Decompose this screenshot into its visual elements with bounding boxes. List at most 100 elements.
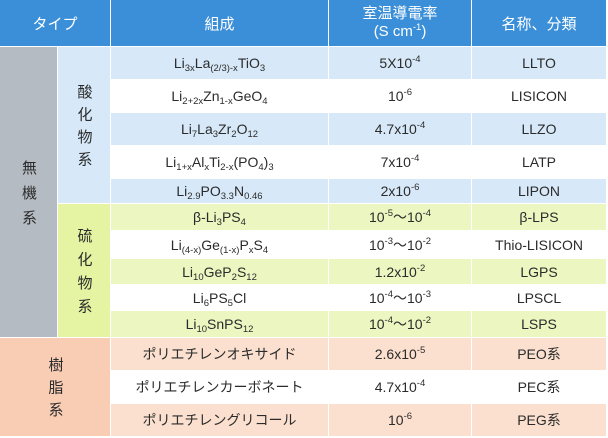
conductivity-value: 7x10-4	[381, 154, 420, 170]
formula-text: ～10	[393, 289, 423, 306]
superscript: -4	[416, 378, 426, 389]
header-conductivity-unit: (S cm-1)	[374, 23, 427, 41]
lisicon-name: LISICON	[472, 80, 606, 112]
thio-lisicon-name: Thio-LISICON	[472, 231, 606, 258]
material-name: PEC系	[517, 379, 561, 395]
formula-text: (PO	[233, 154, 259, 170]
lisicon-composition: Li2+2xZn1-xGeO4	[111, 80, 328, 112]
peg-conductivity: 10-6	[329, 404, 471, 436]
superscript: -3	[422, 288, 432, 300]
beta-lps-name: β-LPS	[472, 204, 606, 230]
subscript: 3	[212, 129, 219, 140]
subscript: 12	[246, 271, 257, 283]
superscript: -6	[403, 87, 413, 98]
conductivity-value: 10-6	[388, 412, 412, 428]
subscript: x	[204, 162, 210, 173]
subscript: 3x	[184, 63, 195, 74]
lgps-conductivity: 1.2x10-2	[329, 259, 471, 284]
formula-text: Zr	[218, 121, 232, 137]
lsps-conductivity: 10-4～10-2	[329, 311, 471, 337]
subscript: 2.9	[187, 191, 201, 202]
formula-text: PS	[221, 209, 241, 225]
superscript: -6	[410, 182, 420, 193]
peo-composition: ポリエチレンオキサイド	[111, 338, 328, 370]
subscript: 4	[262, 244, 269, 256]
pec-conductivity: 4.7x10-4	[329, 371, 471, 403]
category-sulfide-label: 硫化物系	[75, 227, 93, 322]
subscript: (1-x)	[219, 244, 240, 256]
superscript: -5	[416, 345, 426, 356]
material-name: LSPS	[521, 316, 557, 332]
llto-name: LLTO	[472, 47, 606, 79]
latp-conductivity: 7x10-4	[329, 146, 471, 178]
formula-text: GeP	[203, 263, 232, 280]
superscript: -5	[384, 208, 393, 219]
formula-text: Li	[171, 88, 183, 104]
category-resin: 樹脂系	[0, 338, 110, 436]
formula-text: Ti	[209, 154, 221, 170]
formula-text: Li	[182, 263, 194, 280]
subscript: 4	[262, 96, 268, 107]
pec-name: PEC系	[472, 371, 606, 403]
conductivity-value: 5X10-4	[379, 55, 420, 71]
category-inorganic: 無機系	[0, 47, 57, 337]
material-name: LISICON	[510, 88, 567, 104]
formula-text: Li	[180, 121, 192, 137]
subscript: 4	[240, 217, 246, 228]
material-name: PEO系	[517, 346, 561, 362]
composition-formula: Li10SnPS12	[186, 316, 254, 334]
material-name: β-LPS	[519, 209, 559, 225]
material-name: LLZO	[521, 121, 557, 137]
conductivity-value: 4.7x10-4	[375, 121, 426, 137]
pec-composition: ポリエチレンカーボネート	[111, 371, 328, 403]
formula-text: 10	[368, 209, 385, 225]
conductivity-value: 10-3～10-2	[369, 235, 431, 255]
composition-formula: Li2.9PO3.3N0.46	[176, 183, 262, 202]
formula-text: La	[194, 55, 211, 71]
lgps-composition: Li10GeP2S12	[111, 259, 328, 284]
formula-text: (S cm	[373, 23, 413, 40]
composition-text: ポリエチレンカーボネート	[135, 379, 304, 395]
composition-formula: Li3xLa(2/3)-xTiO3	[173, 55, 265, 74]
subscript: 1+x	[176, 162, 192, 173]
composition-formula: Li6PS5Cl	[193, 289, 246, 309]
subscript: 2	[231, 129, 237, 140]
subscript: 2+2x	[182, 96, 204, 107]
formula-text: SnPS	[207, 316, 243, 332]
header-name-label: 名称、分類	[501, 15, 577, 33]
formula-text: PO	[200, 183, 221, 199]
subscript: 5	[227, 297, 233, 309]
subscript: x	[248, 244, 254, 256]
conductivity-value: 2.6x10-5	[375, 346, 426, 362]
composition-formula: Li2+2xZn1-xGeO4	[171, 88, 268, 107]
superscript: -4	[384, 288, 393, 300]
lpscl-conductivity: 10-4～10-3	[329, 285, 471, 310]
formula-text: PS	[208, 289, 228, 306]
material-name: PEG系	[517, 412, 561, 428]
material-name: LGPS	[520, 263, 558, 280]
material-name: Thio-LISICON	[495, 236, 583, 253]
peg-composition: ポリエチレングリコール	[111, 404, 328, 436]
formula-text: N	[233, 183, 245, 199]
beta-lps-composition: β-Li3PS4	[111, 204, 328, 230]
conductivity-value: 10-4～10-2	[369, 314, 431, 334]
formula-text: TiO	[237, 55, 260, 71]
lisicon-conductivity: 10-6	[329, 80, 471, 112]
header-composition: 組成	[111, 0, 328, 46]
subscript: 1-x	[219, 96, 233, 107]
formula-text: β-Li	[193, 209, 217, 225]
formula-text: Li	[173, 55, 185, 71]
composition-text: ポリエチレングリコール	[142, 412, 297, 428]
formula-text: )	[263, 154, 269, 170]
formula-text: 1.2x10	[374, 263, 417, 280]
header-composition-label: 組成	[204, 15, 235, 33]
lipon-composition: Li2.9PO3.3N0.46	[111, 179, 328, 203]
superscript: -2	[422, 235, 432, 247]
formula-text: 10	[368, 316, 385, 332]
formula-text: 10	[387, 88, 404, 104]
category-oxide-label: 酸化物系	[75, 83, 93, 174]
formula-text: ～10	[393, 316, 423, 332]
material-name: LIPON	[517, 183, 560, 199]
category-oxide: 酸化物系	[58, 47, 110, 203]
